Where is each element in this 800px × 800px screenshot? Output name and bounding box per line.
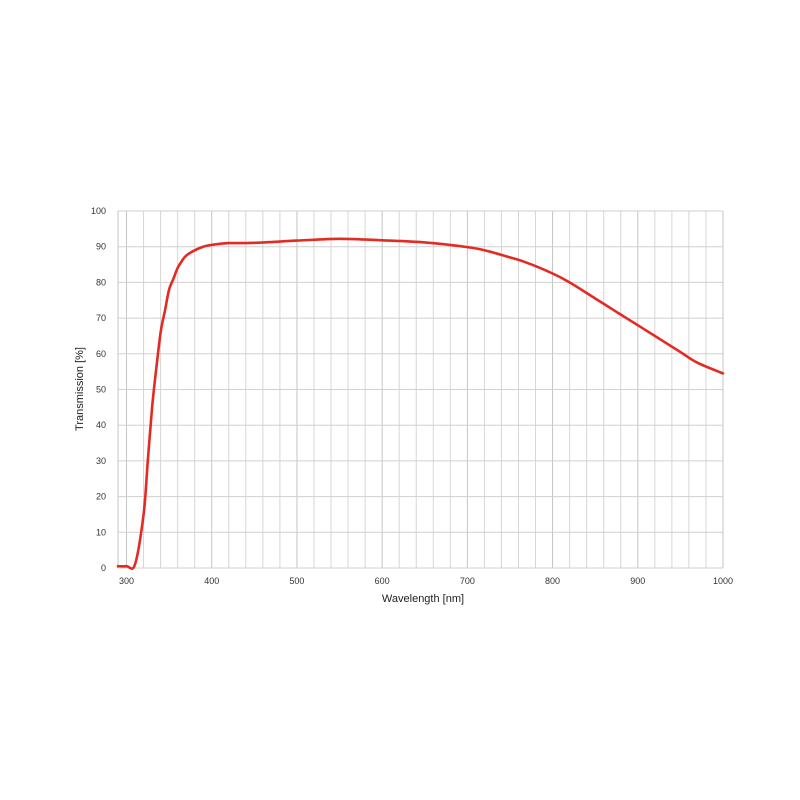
x-tick-label: 300 xyxy=(119,576,134,586)
x-tick-label: 800 xyxy=(545,576,560,586)
x-tick-label: 400 xyxy=(204,576,219,586)
y-tick-label: 30 xyxy=(96,456,106,466)
y-tick-label: 90 xyxy=(96,242,106,252)
grid xyxy=(117,210,724,569)
x-tick-labels: 300 400 500 600 700 800 900 1000 xyxy=(119,576,733,586)
x-tick-label: 1000 xyxy=(713,576,733,586)
y-tick-label: 10 xyxy=(96,527,106,537)
y-tick-label: 40 xyxy=(96,420,106,430)
x-tick-label: 600 xyxy=(375,576,390,586)
y-tick-label: 0 xyxy=(101,563,106,573)
y-tick-label: 60 xyxy=(96,349,106,359)
y-tick-label: 70 xyxy=(96,313,106,323)
x-tick-label: 700 xyxy=(460,576,475,586)
y-tick-label: 20 xyxy=(96,492,106,502)
y-tick-label: 100 xyxy=(91,206,106,216)
series xyxy=(116,237,725,570)
y-tick-labels: 0 10 20 30 40 50 60 70 80 90 100 xyxy=(91,206,106,573)
x-axis-label: Wavelength [nm] xyxy=(382,593,464,605)
y-tick-label: 50 xyxy=(96,385,106,395)
x-tick-label: 500 xyxy=(289,576,304,586)
y-tick-label: 80 xyxy=(96,277,106,287)
y-axis-label: Transmission [%] xyxy=(74,347,86,431)
transmission-curve xyxy=(116,237,725,570)
x-tick-label: 900 xyxy=(630,576,645,586)
